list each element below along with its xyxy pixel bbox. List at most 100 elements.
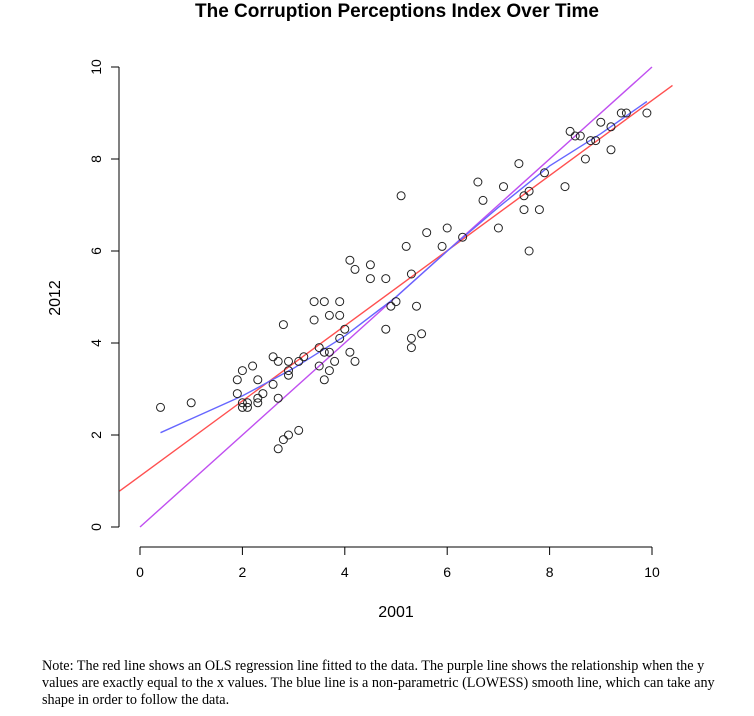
data-point (519, 191, 529, 201)
data-point (309, 315, 319, 325)
data-point (396, 191, 406, 201)
data-point (314, 361, 324, 371)
data-point (575, 131, 585, 141)
x-tick-label: 4 (341, 564, 349, 580)
y-tick-label: 10 (88, 59, 104, 75)
data-point (156, 402, 165, 412)
data-point (350, 264, 360, 274)
y-tick-label: 4 (88, 339, 104, 347)
data-point (324, 310, 334, 320)
data-point (381, 274, 391, 284)
data-point (524, 186, 534, 196)
data-point (340, 324, 350, 334)
data-point (319, 297, 329, 307)
data-point (365, 260, 375, 270)
data-point (524, 246, 534, 256)
data-point (540, 168, 549, 178)
data-point (253, 375, 263, 385)
data-point (284, 366, 293, 376)
data-points (156, 108, 652, 454)
x-tick-label: 0 (136, 564, 144, 580)
data-point (314, 343, 324, 353)
data-point (284, 370, 293, 380)
data-point (406, 343, 416, 353)
data-point (596, 117, 606, 127)
data-point (473, 177, 483, 187)
data-point (284, 356, 293, 366)
data-point (417, 329, 427, 339)
data-point (232, 389, 242, 399)
data-point (586, 136, 596, 146)
data-point (406, 269, 416, 279)
data-point (478, 195, 488, 205)
data-point (237, 366, 247, 376)
data-point (330, 356, 340, 366)
data-point (350, 356, 360, 366)
data-point (401, 241, 411, 251)
data-point (345, 255, 355, 265)
ols-regression-line (119, 84, 673, 492)
y-tick-label: 0 (88, 523, 104, 531)
data-point (493, 223, 503, 233)
chart-note: Note: The red line shows an OLS regressi… (42, 658, 715, 708)
data-point (391, 297, 401, 307)
scatter-chart: The Corruption Perceptions Index Over Ti… (47, 1, 673, 621)
data-point (606, 122, 616, 132)
axes: 0 2 4 6 8 10 0 2 4 6 8 10 (88, 59, 660, 580)
data-point (412, 301, 421, 311)
lowess-smooth-line (160, 100, 648, 434)
data-point (273, 356, 283, 366)
data-point (278, 320, 288, 330)
data-point (335, 297, 345, 307)
data-point (386, 301, 396, 311)
data-point (324, 347, 334, 357)
data-point (253, 393, 263, 403)
x-axis-label: 2001 (378, 604, 414, 621)
data-point (335, 333, 345, 343)
data-point (606, 145, 616, 155)
y-tick-label: 2 (88, 431, 104, 439)
data-point (591, 136, 601, 146)
data-point (519, 205, 529, 215)
fit-lines (119, 66, 673, 528)
chart-title: The Corruption Perceptions Index Over Ti… (195, 1, 599, 22)
data-point (458, 232, 468, 242)
data-point (570, 131, 580, 141)
data-point (299, 352, 309, 362)
data-point (253, 398, 263, 408)
data-point (565, 126, 575, 136)
x-tick-label: 10 (644, 564, 660, 580)
data-point (237, 402, 247, 412)
data-point (243, 398, 252, 408)
data-point (324, 366, 334, 376)
data-point (621, 108, 631, 118)
data-point (345, 347, 355, 357)
y-tick-label: 6 (88, 247, 104, 255)
data-point (273, 393, 283, 403)
data-point (243, 402, 252, 412)
data-point (309, 297, 319, 307)
data-point (616, 108, 626, 118)
data-point (365, 274, 375, 284)
data-point (381, 324, 391, 334)
data-point (422, 228, 432, 238)
data-point (278, 435, 288, 445)
data-point (514, 159, 524, 169)
data-point (642, 108, 652, 118)
data-point (319, 347, 329, 357)
data-point (406, 333, 416, 343)
data-point (560, 182, 570, 192)
x-tick-label: 8 (546, 564, 554, 580)
data-point (294, 425, 304, 435)
data-point (442, 223, 452, 233)
data-point (258, 389, 268, 399)
data-point (534, 205, 544, 215)
data-point (186, 398, 196, 408)
data-point (268, 379, 278, 389)
data-point (319, 375, 329, 385)
data-point (499, 182, 508, 192)
y-axis-label: 2012 (47, 280, 64, 316)
x-tick-label: 2 (239, 564, 247, 580)
data-point (437, 241, 447, 251)
data-point (294, 356, 304, 366)
